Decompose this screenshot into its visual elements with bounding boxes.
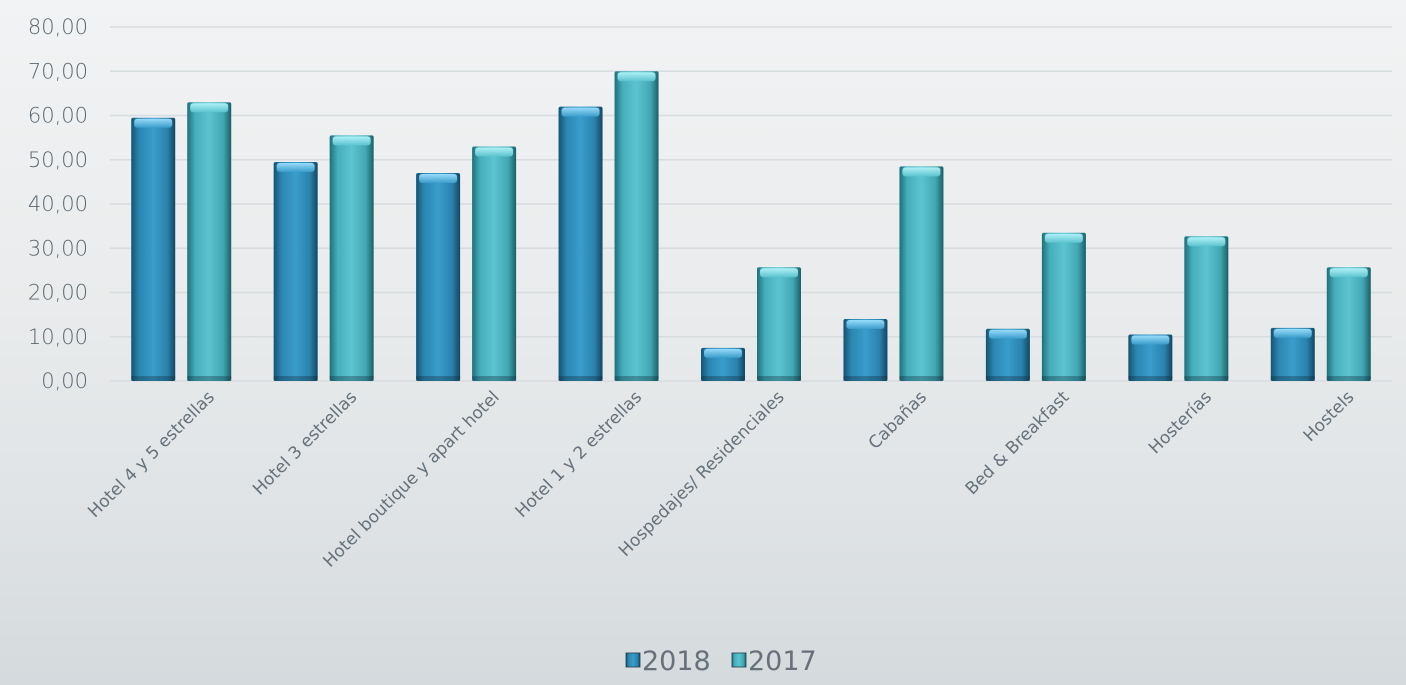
- bar-base-shade: [1128, 376, 1173, 381]
- bar-cap: [760, 268, 798, 278]
- category-label: Bed & Breakfast: [962, 387, 1074, 499]
- bar-base-shade: [614, 376, 659, 381]
- bar-cap: [1044, 233, 1083, 243]
- bar-cap: [419, 174, 458, 184]
- legend-swatch-2018: [625, 652, 641, 668]
- bar-base-shade: [985, 376, 1030, 381]
- bar-cap: [617, 72, 656, 82]
- bar-cap: [988, 329, 1027, 339]
- bar-2017: [472, 146, 517, 381]
- bar-cap: [1273, 328, 1312, 338]
- bar-base-shade: [131, 376, 176, 381]
- bars: [131, 71, 1371, 382]
- bar-base-shade: [1184, 376, 1229, 381]
- bar-2017: [899, 166, 944, 381]
- bar-cap: [1329, 268, 1368, 278]
- bar-base-shade: [416, 376, 461, 381]
- y-tick-label: 60,00: [28, 104, 88, 128]
- bar-cap: [1131, 335, 1170, 345]
- bar-2017: [614, 71, 659, 381]
- bar-2018: [1270, 327, 1315, 381]
- bar-base-shade: [472, 376, 517, 381]
- bar-cap: [276, 162, 315, 172]
- bar-cap: [846, 320, 885, 330]
- bar-cap: [134, 118, 173, 128]
- bar-base-shade: [701, 376, 745, 381]
- legend-label-2018: 2018: [642, 646, 711, 677]
- y-axis: 0,00 10,00 20,00 30,00 40,00 50,00 60,00 70,00 8…: [28, 15, 88, 393]
- bar-base-shade: [899, 376, 944, 381]
- bar-cap: [561, 107, 600, 117]
- bar-2017: [187, 102, 232, 381]
- y-tick-label: 70,00: [28, 59, 88, 83]
- category-label: Hospedajes/ Residenciales: [615, 387, 789, 561]
- bar-2017: [1184, 236, 1229, 381]
- bar-2017: [757, 267, 801, 381]
- bar-cap: [190, 103, 229, 113]
- bar-cap: [704, 348, 742, 358]
- bar-base-shade: [1041, 376, 1086, 381]
- bar-cap: [332, 136, 371, 146]
- gridlines: [110, 26, 1392, 382]
- bar-base-shade: [187, 376, 232, 381]
- category-label: Hotel 4 y 5 estrellas: [84, 387, 219, 522]
- x-axis: Hotel 4 y 5 estrellas Hotel 3 estrellas Ho…: [84, 387, 1358, 571]
- bar-2018: [843, 319, 888, 381]
- bar-2018: [131, 117, 176, 382]
- bar-base-shade: [843, 376, 888, 381]
- bar-2018: [985, 328, 1030, 381]
- bar-cap: [1187, 237, 1226, 247]
- y-tick-label: 30,00: [28, 236, 88, 260]
- bar-2017: [1326, 267, 1371, 381]
- legend-swatch-2017: [731, 652, 747, 668]
- bar-base-shade: [329, 376, 374, 381]
- y-tick-label: 20,00: [28, 281, 88, 305]
- bar-base-shade: [1270, 376, 1315, 381]
- category-label: Cabañas: [865, 387, 931, 453]
- bar-cap: [902, 167, 941, 177]
- legend-label-2017: 2017: [748, 646, 817, 677]
- bar-2018: [1128, 334, 1173, 381]
- bar-base-shade: [1326, 376, 1371, 381]
- y-tick-label: 50,00: [28, 148, 88, 172]
- bar-2017: [1041, 232, 1086, 381]
- category-label: Hostels: [1300, 387, 1359, 446]
- bar-2018: [558, 106, 603, 382]
- bar-2018: [273, 161, 318, 381]
- category-label: Hosterías: [1145, 387, 1216, 458]
- legend: 2018 2017: [625, 646, 817, 677]
- bar-cap: [475, 147, 514, 157]
- category-label: Hotel 1 y 2 estrellas: [512, 387, 647, 522]
- y-tick-label: 80,00: [28, 15, 88, 39]
- y-tick-label: 0,00: [41, 369, 88, 393]
- category-label: Hotel 3 estrellas: [249, 387, 361, 499]
- y-tick-label: 10,00: [28, 325, 88, 349]
- bar-2018: [416, 173, 461, 381]
- y-tick-label: 40,00: [28, 192, 88, 216]
- bar-2017: [329, 135, 374, 381]
- bar-base-shade: [757, 376, 801, 381]
- bar-base-shade: [273, 376, 318, 381]
- bar-base-shade: [558, 376, 603, 381]
